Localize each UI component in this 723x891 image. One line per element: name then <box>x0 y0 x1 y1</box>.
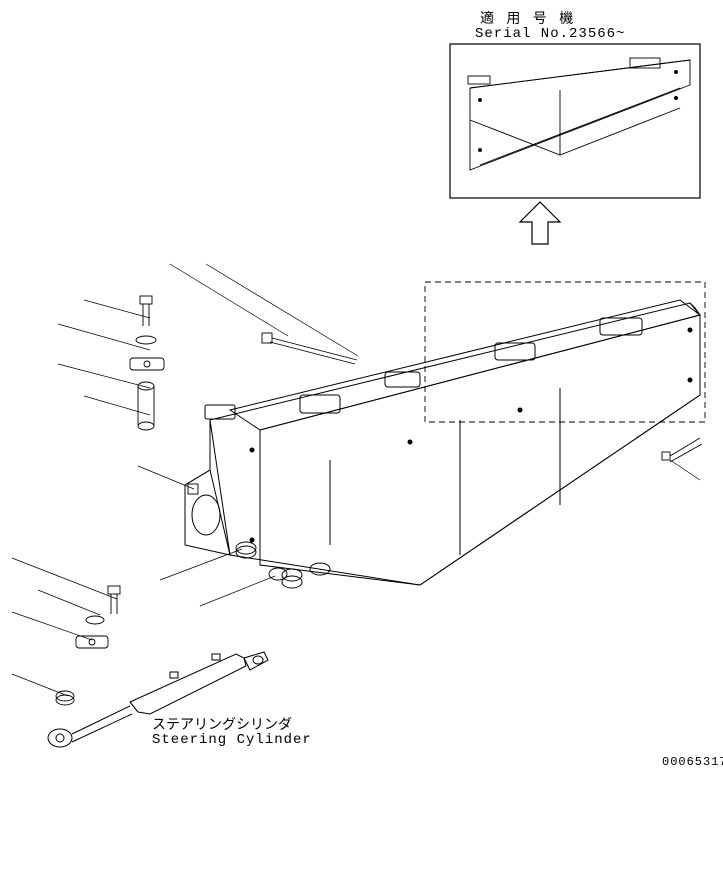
technical-drawing <box>0 0 723 891</box>
upper-pin-stack <box>130 296 164 430</box>
bushing <box>236 542 287 580</box>
leader-lines <box>12 264 700 696</box>
diagram-canvas: 適 用 号 機 Serial No.23566~ ステアリングシリンダ Stee… <box>0 0 723 891</box>
cotter-pin <box>188 484 198 494</box>
lower-pin-stack <box>56 586 120 705</box>
callout-arrow <box>520 202 560 244</box>
lower-right-bolt <box>662 438 702 462</box>
inset-frame-detail <box>468 58 690 170</box>
inset-box <box>450 44 700 198</box>
steering-cylinder <box>48 652 268 747</box>
long-bolt <box>262 333 357 364</box>
